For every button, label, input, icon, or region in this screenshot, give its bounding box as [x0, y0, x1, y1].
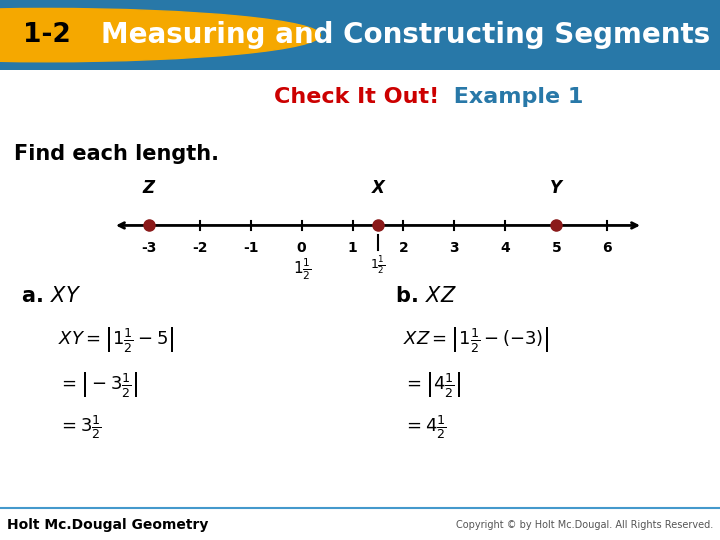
Text: X: X — [372, 179, 384, 197]
Text: $= 4\frac{1}{2}$: $= 4\frac{1}{2}$ — [403, 414, 447, 441]
Text: 5: 5 — [552, 241, 561, 254]
Text: 0: 0 — [297, 241, 307, 254]
Text: $= \left|4\frac{1}{2}\right|$: $= \left|4\frac{1}{2}\right|$ — [403, 370, 462, 399]
Text: -2: -2 — [192, 241, 207, 254]
Text: Find each length.: Find each length. — [14, 144, 220, 164]
Text: Z: Z — [143, 179, 155, 197]
FancyBboxPatch shape — [0, 0, 720, 70]
Text: $1\frac{1}{2}$: $1\frac{1}{2}$ — [370, 254, 386, 276]
Circle shape — [0, 9, 320, 62]
Text: $XZ$: $XZ$ — [425, 286, 456, 307]
Text: 1: 1 — [348, 241, 357, 254]
Text: Measuring and Constructing Segments: Measuring and Constructing Segments — [101, 21, 710, 49]
Text: Y: Y — [550, 179, 562, 197]
Text: $= \left|-3\frac{1}{2}\right|$: $= \left|-3\frac{1}{2}\right|$ — [58, 370, 138, 399]
Text: Check It Out!: Check It Out! — [274, 87, 439, 107]
Text: b.: b. — [396, 286, 426, 307]
Text: -1: -1 — [243, 241, 258, 254]
Text: a.: a. — [22, 286, 50, 307]
Text: 4: 4 — [500, 241, 510, 254]
Text: -3: -3 — [141, 241, 156, 254]
Text: 6: 6 — [603, 241, 612, 254]
Text: Example 1: Example 1 — [446, 87, 584, 107]
Text: 1-2: 1-2 — [23, 22, 71, 48]
Text: Copyright © by Holt Mc.Dougal. All Rights Reserved.: Copyright © by Holt Mc.Dougal. All Right… — [456, 520, 713, 530]
Text: 3: 3 — [449, 241, 459, 254]
Text: $1\frac{1}{2}$: $1\frac{1}{2}$ — [293, 256, 312, 281]
Text: $XZ = \left|1\frac{1}{2} - (-3)\right|$: $XZ = \left|1\frac{1}{2} - (-3)\right|$ — [403, 325, 550, 354]
Text: $= 3\frac{1}{2}$: $= 3\frac{1}{2}$ — [58, 414, 102, 441]
Text: $XY$: $XY$ — [50, 286, 81, 307]
Text: $XY = \left|1\frac{1}{2} - 5\right|$: $XY = \left|1\frac{1}{2} - 5\right|$ — [58, 325, 174, 354]
Text: 2: 2 — [399, 241, 408, 254]
Text: Holt Mc.Dougal Geometry: Holt Mc.Dougal Geometry — [7, 518, 209, 532]
